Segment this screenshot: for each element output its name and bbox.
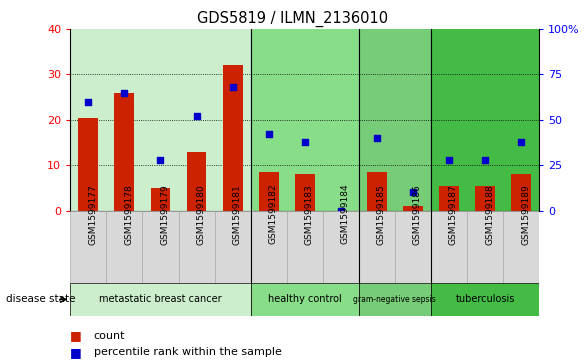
Bar [403,206,423,211]
Bar [475,185,495,211]
Bar [431,283,539,316]
Text: GSM1599183: GSM1599183 [305,184,314,245]
Bar [114,93,134,211]
Point [300,139,309,144]
Bar [395,211,431,283]
Text: GSM1599184: GSM1599184 [341,184,350,245]
Point [228,84,237,90]
Point [408,189,418,195]
Text: GSM1599185: GSM1599185 [377,184,386,245]
Bar [503,211,539,283]
Text: GSM1599179: GSM1599179 [161,184,169,245]
Bar [151,188,171,211]
Text: GSM1599182: GSM1599182 [268,184,278,245]
Point [264,131,273,137]
Point [192,113,201,119]
Bar [251,211,287,283]
Text: GSM1599186: GSM1599186 [413,184,422,245]
Point [156,157,165,163]
Bar [467,211,503,283]
Bar [251,29,359,211]
Point [336,208,346,213]
Text: tuberculosis: tuberculosis [455,294,515,305]
Text: GSM1599187: GSM1599187 [449,184,458,245]
Text: disease state: disease state [6,294,76,305]
Text: healthy control: healthy control [268,294,342,305]
Bar [79,118,98,211]
Bar [287,211,323,283]
Bar [295,174,315,211]
Bar [179,211,214,283]
Text: metastatic breast cancer: metastatic breast cancer [99,294,222,305]
Text: GDS5819 / ILMN_2136010: GDS5819 / ILMN_2136010 [197,11,389,27]
Bar [107,211,142,283]
Text: GSM1599188: GSM1599188 [485,184,494,245]
Text: percentile rank within the sample: percentile rank within the sample [94,347,282,357]
Point [516,139,526,144]
Text: GSM1599180: GSM1599180 [196,184,206,245]
Text: GSM1599178: GSM1599178 [124,184,134,245]
Bar [367,172,387,211]
Point [444,157,454,163]
Point [120,90,129,95]
Bar [214,211,251,283]
Bar [431,211,467,283]
Bar [431,29,539,211]
Bar [359,29,431,211]
Text: count: count [94,331,125,341]
Bar [511,174,531,211]
Bar [142,211,179,283]
Point [84,99,93,105]
Bar [359,211,395,283]
Bar [439,185,459,211]
Bar [251,283,359,316]
Bar [70,211,107,283]
Bar [259,172,278,211]
Bar [359,283,431,316]
Text: ■: ■ [70,346,82,359]
Text: GSM1599181: GSM1599181 [233,184,241,245]
Text: ■: ■ [70,329,82,342]
Text: GSM1599189: GSM1599189 [521,184,530,245]
Bar [323,211,359,283]
Bar [186,152,206,211]
Bar [70,283,251,316]
Point [481,157,490,163]
Point [372,135,381,141]
Bar [223,65,243,211]
Text: GSM1599177: GSM1599177 [88,184,97,245]
Text: gram-negative sepsis: gram-negative sepsis [353,295,436,304]
Bar [70,29,251,211]
